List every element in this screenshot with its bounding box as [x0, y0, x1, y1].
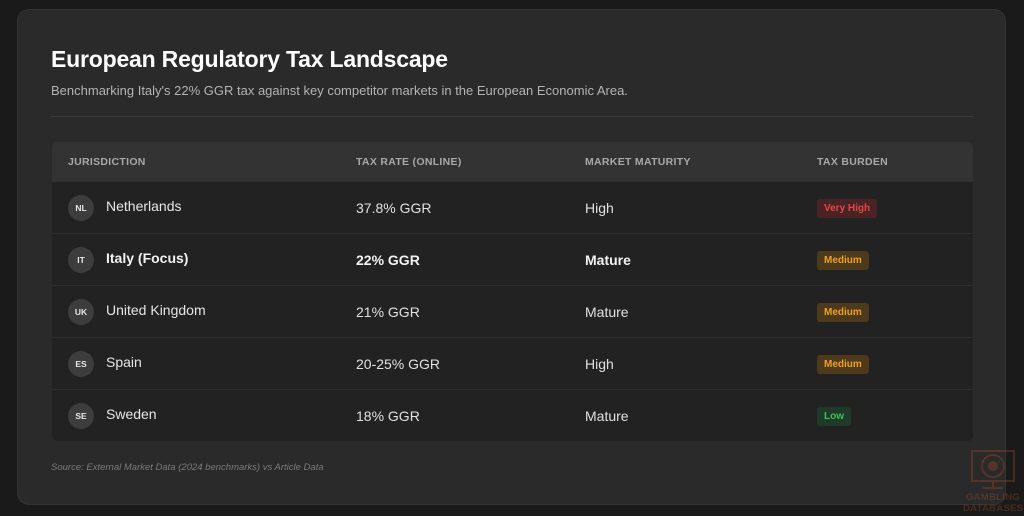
monitor-roulette-icon [971, 450, 1015, 489]
table-row: SE Sweden 18% GGR Mature Low [52, 389, 973, 441]
market-maturity: Mature [585, 303, 629, 320]
tax-burden-badge: Low [817, 406, 851, 426]
country-code-badge: ES [68, 350, 94, 377]
table-header: JURISDICTION TAX RATE (ONLINE) MARKET MA… [52, 142, 973, 181]
country-code-badge: NL [68, 194, 94, 221]
tax-rate: 18% GGR [356, 407, 420, 424]
market-maturity: High [585, 199, 614, 216]
watermark-line1: GAMBLING [965, 492, 1021, 503]
header-divider [51, 116, 973, 117]
tax-table: JURISDICTION TAX RATE (ONLINE) MARKET MA… [52, 142, 973, 441]
jurisdiction-name: Netherlands [106, 197, 182, 214]
jurisdiction-name: Italy (Focus) [106, 249, 189, 266]
tax-burden-badge: Medium [817, 250, 869, 270]
market-maturity: High [585, 355, 614, 372]
jurisdiction-name: Spain [106, 353, 142, 370]
source-note: Source: External Market Data (2024 bench… [51, 462, 324, 473]
tax-rate: 20-25% GGR [356, 355, 441, 372]
table-row-focus: IT Italy (Focus) 22% GGR Mature Medium [52, 233, 973, 285]
column-header-jurisdiction: JURISDICTION [68, 155, 146, 168]
tax-burden-badge: Medium [817, 354, 869, 374]
market-maturity: Mature [585, 407, 629, 424]
country-code-badge: SE [68, 402, 94, 429]
column-header-tax-rate: TAX RATE (ONLINE) [356, 155, 462, 168]
jurisdiction-name: United Kingdom [106, 301, 206, 318]
table-row: ES Spain 20-25% GGR High Medium [52, 337, 973, 389]
country-code-badge: IT [68, 246, 94, 273]
watermark-line2: DATABASES [963, 503, 1024, 514]
watermark-logo: GAMBLING DATABASES [963, 448, 1023, 516]
tax-landscape-card: European Regulatory Tax Landscape Benchm… [17, 9, 1006, 505]
tax-rate: 37.8% GGR [356, 199, 432, 216]
page-title: European Regulatory Tax Landscape [51, 46, 448, 72]
column-header-maturity: MARKET MATURITY [585, 155, 691, 168]
tax-burden-badge: Very High [817, 198, 878, 218]
tax-rate: 21% GGR [356, 303, 420, 320]
tax-rate: 22% GGR [356, 251, 420, 268]
country-code-badge: UK [68, 298, 94, 325]
tax-burden-badge: Medium [817, 302, 869, 322]
jurisdiction-name: Sweden [106, 405, 157, 422]
table-row: UK United Kingdom 21% GGR Mature Medium [52, 285, 973, 337]
market-maturity: Mature [585, 251, 631, 268]
table-row: NL Netherlands 37.8% GGR High Very High [52, 181, 973, 233]
page-subtitle: Benchmarking Italy's 22% GGR tax against… [51, 83, 628, 98]
column-header-burden: TAX BURDEN [817, 155, 889, 168]
